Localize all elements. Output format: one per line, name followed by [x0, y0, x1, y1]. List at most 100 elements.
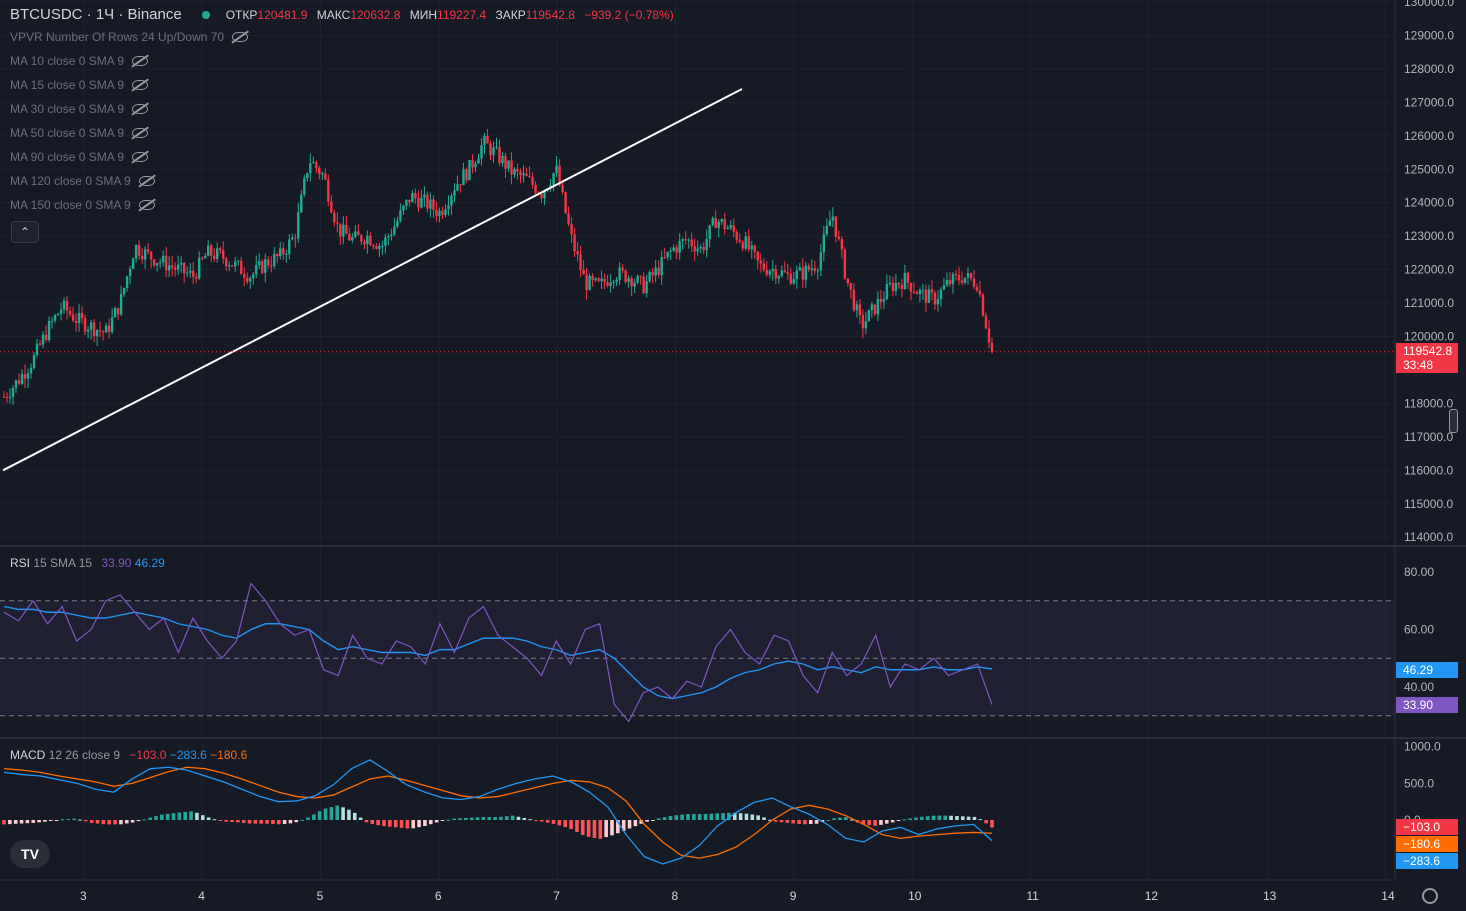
rsi-legend[interactable]: RSI 15 SMA 15 33.90 46.29 [10, 556, 165, 570]
tradingview-logo-icon[interactable]: TV [10, 840, 50, 868]
candle-body [441, 210, 444, 215]
candle-body [486, 135, 489, 144]
macd-histogram-bar [750, 814, 755, 820]
candle-body [573, 234, 576, 252]
symbol-title[interactable]: BTCUSDC · 1Ч · Binance [10, 6, 182, 23]
eye-hidden-icon[interactable] [138, 200, 155, 210]
macd-histogram-bar [148, 817, 152, 820]
macd-histogram-bar [458, 818, 462, 820]
candle-body [261, 261, 264, 273]
candle-body [152, 259, 156, 266]
macd-histogram-bar [808, 820, 813, 825]
macd-histogram-bar [440, 820, 445, 821]
bar-countdown: 33:48 [1403, 358, 1434, 372]
macd-histogram-bar [920, 816, 924, 820]
candle-body [651, 271, 654, 276]
indicator-legend-item[interactable]: MA 10 close 0 SMA 9 [10, 54, 149, 68]
candle-body [810, 268, 814, 270]
eye-hidden-icon[interactable] [132, 56, 149, 66]
macd-histogram-bar [902, 819, 907, 821]
rsi-axis-label: 40.00 [1404, 680, 1434, 694]
eye-hidden-icon[interactable] [132, 128, 149, 138]
macd-signal-tag: −180.6 [1396, 836, 1458, 852]
macd-histogram-bar [423, 820, 427, 826]
eye-hidden-icon[interactable] [132, 152, 149, 162]
collapse-indicators-button[interactable]: ⌃ [11, 221, 39, 243]
eye-hidden-icon[interactable] [232, 32, 249, 42]
macd-histogram-bar [838, 817, 842, 820]
macd-histogram-bar [768, 819, 772, 821]
macd-histogram-bar [142, 819, 147, 821]
macd-histogram-bar [785, 820, 790, 823]
candle-body [71, 314, 75, 321]
time-axis-label: 14 [1381, 889, 1395, 903]
candle-body [921, 289, 925, 291]
candle-body [579, 254, 582, 270]
macd-legend[interactable]: MACD 12 26 close 9 −103.0 −283.6 −180.6 [10, 748, 247, 762]
candle-body [678, 240, 681, 253]
macd-histogram-bar [195, 812, 199, 820]
eye-hidden-icon[interactable] [132, 104, 149, 114]
symbol-header: BTCUSDC · 1Ч · Binance ОТКР120481.9 МАКС… [10, 6, 680, 23]
macd-histogram-bar [610, 820, 614, 836]
candle-body [498, 146, 501, 164]
candle-body [909, 283, 913, 292]
price-axis-label: 129000.0 [1404, 28, 1454, 42]
candle-body [708, 225, 711, 240]
candle-body [489, 143, 492, 156]
macd-histogram-bar [493, 817, 497, 820]
macd-histogram-bar [639, 820, 644, 824]
candle-body [636, 276, 639, 283]
macd-histogram-bar [616, 820, 620, 834]
macd-histogram-bar [317, 811, 322, 820]
macd-histogram-bar [428, 820, 433, 825]
indicator-legend-item[interactable]: VPVR Number Of Rows 24 Up/Down 70 [10, 30, 249, 44]
gear-icon[interactable] [1422, 888, 1438, 904]
macd-histogram-bar [633, 820, 638, 827]
eye-hidden-icon[interactable] [132, 80, 149, 90]
indicator-legend-item[interactable]: MA 15 close 0 SMA 9 [10, 78, 149, 92]
candle-body [984, 315, 988, 329]
candle-body [852, 289, 856, 311]
indicator-legend-item[interactable]: MA 30 close 0 SMA 9 [10, 102, 149, 116]
indicator-legend-item[interactable]: MA 150 close 0 SMA 9 [10, 198, 155, 212]
candle-body [161, 255, 165, 263]
candle-body [792, 279, 795, 284]
candle-body [669, 250, 672, 252]
candle-body [318, 168, 321, 175]
candle-body [621, 267, 624, 271]
candle-body [474, 163, 477, 168]
price-scale-handle[interactable] [1449, 409, 1458, 433]
macd-histogram-bar [206, 817, 211, 820]
macd-histogram-bar [762, 817, 766, 820]
candle-body [690, 239, 693, 247]
candle-body [119, 294, 123, 315]
candle-body [777, 275, 780, 279]
macd-histogram-bar [692, 814, 696, 820]
macd-histogram-bar [651, 820, 655, 821]
indicator-legend-item[interactable]: MA 50 close 0 SMA 9 [10, 126, 149, 140]
candle-body [393, 226, 396, 235]
candle-body [204, 255, 207, 259]
price-axis-label: 127000.0 [1404, 95, 1454, 109]
macd-histogram-bar [376, 820, 380, 826]
macd-histogram-bar [984, 820, 988, 824]
macd-histogram-bar [60, 819, 65, 821]
candle-body [360, 235, 363, 242]
candle-body [414, 192, 417, 199]
macd-histogram-bar [224, 820, 228, 822]
candle-body [402, 205, 405, 211]
candle-body [468, 159, 471, 181]
macd-histogram-bar [656, 818, 661, 820]
eye-hidden-icon[interactable] [138, 176, 155, 186]
macd-histogram-bar [522, 817, 527, 820]
candle-body [447, 205, 450, 210]
macd-histogram-bar [803, 820, 807, 825]
candle-body [879, 298, 883, 302]
indicator-legend-item[interactable]: MA 90 close 0 SMA 9 [10, 150, 149, 164]
rsi-params: 15 SMA 15 [33, 556, 93, 570]
candle-body [915, 292, 919, 295]
indicator-legend-item[interactable]: MA 120 close 0 SMA 9 [10, 174, 155, 188]
candle-body [822, 234, 826, 253]
